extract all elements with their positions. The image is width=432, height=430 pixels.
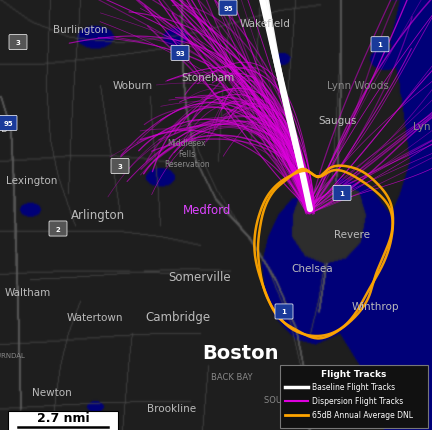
- Text: Lynn Woods: Lynn Woods: [327, 81, 389, 91]
- Text: JURNDAL: JURNDAL: [0, 352, 25, 358]
- Text: 3: 3: [16, 40, 20, 46]
- Text: Watertown: Watertown: [67, 312, 123, 322]
- Text: 2.7 nmi: 2.7 nmi: [37, 411, 89, 424]
- Text: 2: 2: [56, 226, 60, 232]
- FancyBboxPatch shape: [0, 116, 17, 131]
- FancyBboxPatch shape: [111, 159, 129, 174]
- Text: Baseline Flight Tracks: Baseline Flight Tracks: [312, 383, 395, 391]
- FancyBboxPatch shape: [219, 1, 237, 16]
- Text: Flight Tracks: Flight Tracks: [321, 370, 387, 378]
- Text: 1: 1: [340, 190, 344, 197]
- FancyBboxPatch shape: [171, 46, 189, 61]
- Text: Lyn: Lyn: [413, 122, 431, 132]
- Text: Chelsea: Chelsea: [291, 264, 333, 274]
- Text: 95: 95: [3, 121, 13, 126]
- Text: Medford: Medford: [183, 203, 231, 216]
- Text: 93: 93: [175, 51, 185, 57]
- Text: Newton: Newton: [32, 387, 72, 397]
- Text: BACK BAY: BACK BAY: [211, 372, 253, 381]
- Text: Arlington: Arlington: [71, 209, 125, 221]
- Text: Stoneham: Stoneham: [181, 72, 235, 83]
- Text: B: B: [0, 124, 7, 134]
- Text: Dispersion Flight Tracks: Dispersion Flight Tracks: [312, 396, 403, 405]
- FancyBboxPatch shape: [9, 36, 27, 50]
- Text: 3: 3: [118, 164, 122, 169]
- Text: 1: 1: [378, 42, 382, 48]
- Text: Wakefield: Wakefield: [240, 18, 290, 29]
- Text: Woburn: Woburn: [113, 81, 153, 91]
- FancyBboxPatch shape: [8, 411, 118, 430]
- Text: Saugus: Saugus: [319, 115, 357, 126]
- Text: Winthrop: Winthrop: [351, 301, 399, 311]
- Text: 95: 95: [223, 6, 233, 12]
- Text: 1: 1: [282, 309, 286, 315]
- Text: Revere: Revere: [334, 229, 370, 240]
- Text: Burlington: Burlington: [53, 25, 107, 35]
- FancyBboxPatch shape: [49, 221, 67, 237]
- Text: Middlesex
Fells
Reservation: Middlesex Fells Reservation: [164, 139, 210, 169]
- Text: Cambridge: Cambridge: [146, 310, 210, 324]
- Text: Waltham: Waltham: [5, 287, 51, 298]
- Text: 65dB Annual Average DNL: 65dB Annual Average DNL: [312, 411, 413, 419]
- FancyBboxPatch shape: [371, 37, 389, 53]
- Text: Lexington: Lexington: [6, 175, 58, 186]
- FancyBboxPatch shape: [333, 186, 351, 201]
- FancyBboxPatch shape: [280, 366, 428, 428]
- Text: Boston: Boston: [202, 343, 278, 362]
- Text: Somerville: Somerville: [168, 271, 231, 284]
- FancyBboxPatch shape: [275, 304, 293, 319]
- Text: SOUTH BOSTON: SOUTH BOSTON: [264, 396, 332, 404]
- Text: Brookline: Brookline: [147, 403, 197, 414]
